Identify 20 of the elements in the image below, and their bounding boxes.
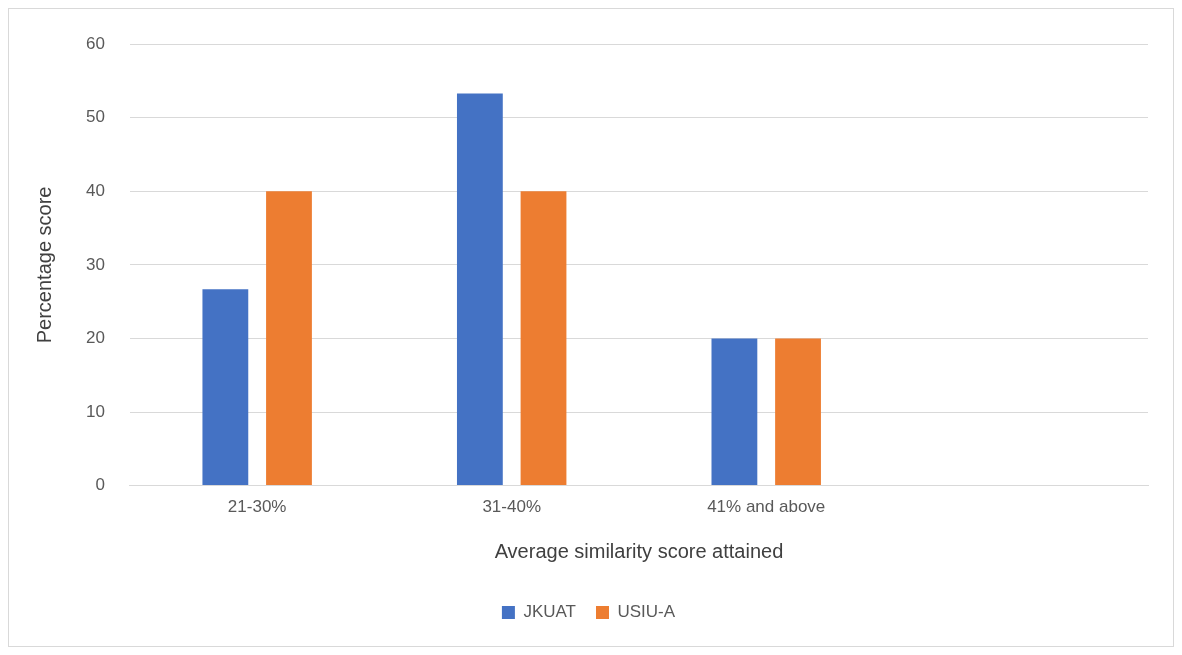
y-tick-label: 0 (95, 475, 105, 495)
x-tick-label: 21-30% (227, 497, 287, 517)
y-axis-title: Percentage score (32, 186, 55, 344)
y-tick-label: 50 (85, 107, 105, 127)
bar (520, 191, 567, 486)
y-tick-label: 60 (85, 33, 105, 53)
bar (266, 191, 312, 486)
x-tick-label: 41% and above (707, 497, 826, 517)
y-tick-label: 30 (85, 254, 105, 274)
bar (711, 338, 758, 486)
legend-label: JKUAT (523, 602, 576, 622)
bar (775, 338, 821, 486)
y-tick-label: 40 (85, 181, 105, 201)
x-axis-title: Average similarity score attained (494, 539, 784, 562)
y-tick-label: 10 (85, 401, 105, 421)
bar (202, 289, 249, 486)
y-tick-label: 20 (85, 328, 105, 348)
bar (456, 93, 503, 486)
x-tick-label: 31-40% (482, 497, 541, 517)
legend-label: USIU-A (617, 602, 676, 622)
